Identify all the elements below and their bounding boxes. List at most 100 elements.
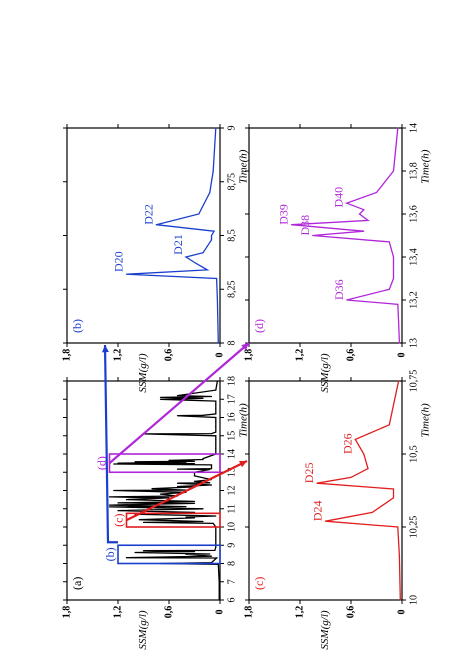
x-tick-label: 10,5	[408, 445, 419, 463]
peak-label: D20	[112, 251, 126, 272]
y-tick-label: 0	[214, 353, 225, 358]
data-point	[176, 415, 179, 417]
x-axis-title: Time(h)	[420, 403, 432, 438]
data-point	[392, 497, 395, 499]
plot-frame	[66, 127, 221, 344]
data-point	[117, 502, 119, 504]
data-point	[367, 219, 369, 222]
x-axis-title: Time(h)	[238, 403, 250, 438]
y-tick-label: 1,8	[243, 606, 254, 619]
panel-d: 13 13,2 13,4 13,6 13,8 14 0 0,6 1,2 1,8 Time(h) SSM…	[243, 123, 431, 393]
data-point	[125, 557, 128, 559]
series-line	[291, 127, 401, 344]
y-tick-label: 1,2	[294, 349, 305, 362]
data-point	[212, 522, 214, 524]
data-point	[392, 488, 395, 490]
data-point	[210, 395, 213, 398]
y-tick-label: 1,2	[112, 349, 123, 362]
data-point	[215, 404, 217, 406]
x-tick-label: 13	[408, 338, 419, 348]
y-tick-label: 1,2	[112, 606, 123, 619]
data-point	[209, 482, 211, 484]
peak-label: D36	[332, 279, 346, 300]
x-tick-label: 8,25	[226, 281, 237, 299]
data-point	[176, 485, 179, 488]
y-axis-title: SSM(g/l)	[319, 353, 331, 392]
data-point	[215, 535, 217, 537]
data-point	[155, 224, 157, 226]
data-point	[134, 551, 136, 554]
plot-frame	[248, 127, 403, 344]
data-point	[202, 397, 204, 399]
data-point	[358, 213, 361, 215]
data-point	[392, 170, 395, 172]
data-point	[193, 480, 196, 482]
x-tick-label: 8	[226, 561, 237, 566]
data-point	[168, 459, 170, 461]
data-point	[215, 435, 217, 437]
data-point	[210, 484, 213, 486]
peak-label: D21	[171, 234, 185, 255]
x-tick-label: 13,8	[408, 162, 419, 180]
data-point	[215, 447, 217, 450]
data-point	[193, 551, 196, 553]
data-point	[216, 557, 218, 559]
data-point	[202, 414, 204, 416]
data-point	[193, 475, 196, 477]
panel-c: 10 10,25 10,5 10,75 0 0,6 1,2 1,8 Time(h) SSM(g/l…	[243, 370, 431, 650]
data-point	[195, 262, 197, 265]
data-point	[216, 277, 218, 280]
x-tick-label: 13,2	[408, 291, 419, 309]
x-tick-label: 10,25	[408, 516, 419, 539]
x-tick-label: 8,75	[226, 173, 237, 191]
data-point	[213, 230, 215, 232]
panel-a: 6 7 8 9 10 11 12 13 14 15 16 17 18 0 0,6 1,2 1,8 Time(h) S…	[61, 376, 249, 650]
data-point	[142, 550, 145, 552]
data-point	[108, 496, 111, 498]
connector-line	[126, 460, 248, 522]
data-point	[398, 555, 401, 557]
data-point	[363, 453, 365, 455]
data-point	[216, 299, 219, 301]
data-point	[202, 252, 204, 254]
data-point	[185, 256, 187, 258]
data-point	[193, 463, 196, 465]
x-tick-label: 10	[226, 522, 237, 532]
x-tick-label: 10,75	[408, 370, 419, 393]
data-point	[388, 288, 390, 290]
data-point	[215, 407, 217, 409]
data-point	[202, 508, 204, 510]
data-point	[210, 432, 213, 435]
series-line	[316, 380, 401, 601]
x-tick-label: 16	[226, 413, 237, 423]
y-tick-label: 0,6	[345, 349, 356, 362]
data-point	[108, 504, 111, 506]
x-tick-label: 8,5	[226, 229, 237, 242]
data-point	[218, 599, 220, 601]
y-tick-label: 0	[214, 610, 225, 615]
data-point	[350, 476, 352, 478]
y-tick-label: 0	[396, 353, 407, 358]
x-tick-label: 14	[226, 449, 237, 459]
data-point	[210, 468, 213, 470]
data-point	[176, 468, 179, 470]
data-point	[185, 516, 187, 518]
data-point	[388, 424, 390, 426]
panel-b: 8 8,25 8,5 8,75 9 0 0,6 1,2 1,8 Time(h) SSM(g/l) (b…	[61, 124, 250, 393]
data-point	[215, 400, 217, 402]
y-tick-label: 1,8	[61, 349, 72, 362]
x-tick-label: 13,4	[408, 248, 419, 266]
data-point	[138, 519, 140, 521]
peak-label: D40	[332, 187, 346, 208]
data-point	[324, 520, 327, 522]
peak-label: D24	[311, 500, 325, 521]
data-point	[185, 553, 187, 555]
data-point	[215, 413, 217, 415]
data-point	[210, 464, 213, 466]
x-tick-label: 12	[226, 486, 237, 496]
peak-label: D38	[298, 215, 312, 236]
data-point	[316, 482, 318, 484]
zoom-connectors	[101, 342, 250, 544]
x-tick-label: 9	[226, 543, 237, 548]
y-axis-title: SSM(g/l)	[137, 353, 149, 392]
